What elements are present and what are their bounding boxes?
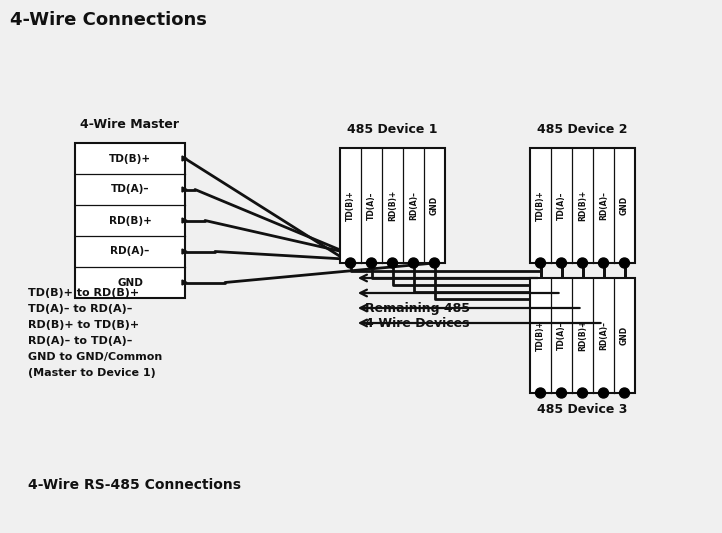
Text: 485 Device 3: 485 Device 3 — [537, 403, 627, 416]
Text: 485 Device 2: 485 Device 2 — [537, 123, 627, 136]
Polygon shape — [182, 280, 187, 285]
Text: TD(A)–: TD(A)– — [110, 184, 149, 195]
Text: RD(B)+: RD(B)+ — [388, 190, 397, 221]
Text: GND to GND/Common: GND to GND/Common — [28, 352, 162, 362]
Polygon shape — [182, 218, 187, 223]
Text: 4-Wire Master: 4-Wire Master — [80, 118, 180, 131]
Text: 4-Wire Connections: 4-Wire Connections — [10, 11, 207, 29]
Circle shape — [388, 258, 398, 268]
Bar — [340, 148, 445, 263]
Text: GND: GND — [430, 196, 439, 215]
Circle shape — [430, 258, 440, 268]
Circle shape — [578, 258, 588, 268]
Text: 4-Wire RS-485 Connections: 4-Wire RS-485 Connections — [28, 478, 241, 492]
Circle shape — [619, 258, 630, 268]
Bar — [75, 143, 185, 298]
Text: TD(A)–: TD(A)– — [557, 321, 566, 350]
Text: RD(A)–: RD(A)– — [110, 246, 149, 256]
Text: TD(B)+ to RD(B)+: TD(B)+ to RD(B)+ — [28, 288, 139, 298]
Text: RD(A)– to TD(A)–: RD(A)– to TD(A)– — [28, 336, 132, 346]
Text: GND: GND — [620, 196, 629, 215]
Text: (Master to Device 1): (Master to Device 1) — [28, 368, 156, 378]
Bar — [530, 278, 635, 393]
Text: TD(B)+: TD(B)+ — [536, 190, 545, 221]
Text: 485 Device 1: 485 Device 1 — [347, 123, 438, 136]
Circle shape — [346, 258, 355, 268]
Circle shape — [536, 258, 546, 268]
Text: TD(B)+: TD(B)+ — [536, 320, 545, 351]
Polygon shape — [182, 156, 187, 161]
Text: RD(B)+: RD(B)+ — [578, 190, 587, 221]
Circle shape — [557, 388, 567, 398]
Circle shape — [409, 258, 419, 268]
Text: TD(B)+: TD(B)+ — [346, 190, 355, 221]
Text: TD(A)– to RD(A)–: TD(A)– to RD(A)– — [28, 304, 132, 314]
Text: RD(B)+ to TD(B)+: RD(B)+ to TD(B)+ — [28, 320, 139, 330]
Text: TD(A)–: TD(A)– — [557, 191, 566, 220]
Text: Remaining 485
4-Wire Devices: Remaining 485 4-Wire Devices — [365, 302, 470, 330]
Circle shape — [367, 258, 376, 268]
Text: RD(B)+: RD(B)+ — [108, 215, 152, 225]
Polygon shape — [182, 249, 187, 254]
Bar — [530, 148, 635, 263]
Circle shape — [536, 388, 546, 398]
Text: RD(A)–: RD(A)– — [599, 191, 608, 220]
Text: RD(A)–: RD(A)– — [409, 191, 418, 220]
Circle shape — [619, 388, 630, 398]
Circle shape — [578, 388, 588, 398]
Text: RD(B)+: RD(B)+ — [578, 320, 587, 351]
Polygon shape — [182, 187, 187, 192]
Text: RD(A)–: RD(A)– — [599, 321, 608, 350]
Circle shape — [599, 258, 609, 268]
Text: TD(B)+: TD(B)+ — [109, 154, 151, 164]
Circle shape — [599, 388, 609, 398]
Text: TD(A)–: TD(A)– — [367, 191, 376, 220]
Text: GND: GND — [620, 326, 629, 345]
Circle shape — [557, 258, 567, 268]
Text: GND: GND — [117, 278, 143, 287]
